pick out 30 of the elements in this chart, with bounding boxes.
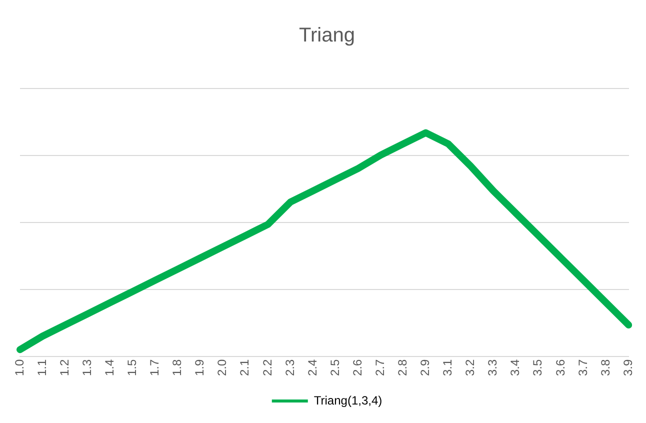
x-tick-label: 2.9 xyxy=(418,359,432,376)
x-tick-label: 3.4 xyxy=(508,359,522,376)
x-tick-label: 2.3 xyxy=(282,359,297,376)
x-tick-label: 3.8 xyxy=(598,359,612,376)
x-tick-label: 1.0 xyxy=(12,359,26,376)
x-tick-label: 3.5 xyxy=(530,359,545,376)
x-tick-label: 2.7 xyxy=(372,359,387,376)
x-tick-label: 2.0 xyxy=(215,359,230,376)
x-tick-label: 1.1 xyxy=(34,359,49,376)
x-tick-label: 1.9 xyxy=(192,359,207,376)
x-tick-label: 1.8 xyxy=(170,359,184,376)
x-tick-label: 3.6 xyxy=(553,359,568,376)
x-tick-label: 1.3 xyxy=(80,359,94,376)
x-tick-label: 1.2 xyxy=(57,359,72,376)
x-tick-label: 2.5 xyxy=(328,359,342,376)
x-tick-label: 1.5 xyxy=(125,359,140,376)
x-tick-label: 3.2 xyxy=(463,359,478,376)
x-tick-label: 3.1 xyxy=(440,359,455,376)
x-tick-label: 2.1 xyxy=(238,359,252,376)
x-tick-label: 1.7 xyxy=(148,359,162,376)
x-tick-label: 1.4 xyxy=(102,359,116,376)
x-tick-label: 3.9 xyxy=(620,359,635,376)
x-tick-label: 3.3 xyxy=(486,359,500,376)
x-tick-label: 3.7 xyxy=(576,359,590,376)
x-tick-label: 2.4 xyxy=(305,359,320,376)
x-tick-label: 2.6 xyxy=(350,359,364,376)
chart-title: Triang xyxy=(299,24,355,47)
x-tick-label: 2.8 xyxy=(396,359,410,376)
legend-label: Triang(1,3,4) xyxy=(314,393,382,408)
x-tick-label: 2.2 xyxy=(260,359,274,376)
